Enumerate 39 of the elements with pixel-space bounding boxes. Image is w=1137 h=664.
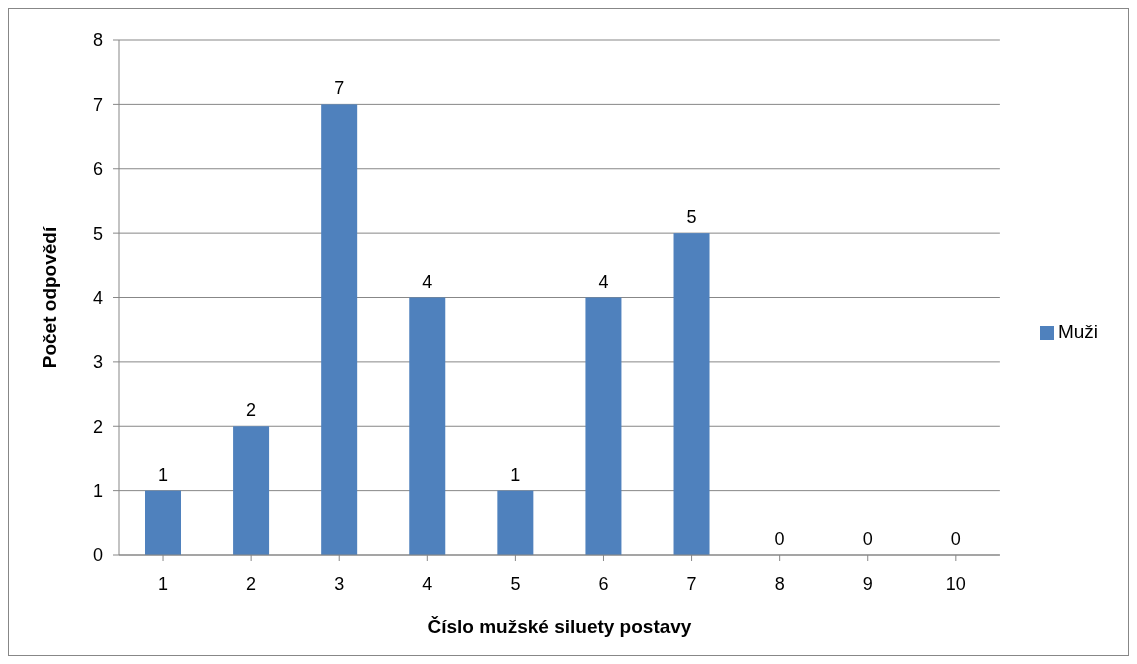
bar (321, 104, 358, 555)
data-label: 4 (598, 271, 609, 292)
y-axis-title: Počet odpovědí (38, 226, 60, 369)
x-tick-label: 5 (510, 573, 521, 594)
x-tick-label: 7 (686, 573, 697, 594)
y-tick-label: 7 (92, 94, 103, 115)
x-tick-label: 1 (158, 573, 169, 594)
x-tick-label: 6 (598, 573, 609, 594)
bar (497, 490, 534, 555)
x-tick-label: 2 (246, 573, 257, 594)
x-tick-label: 9 (862, 573, 873, 594)
y-tick-label: 4 (92, 287, 103, 308)
bar (409, 297, 446, 555)
data-label: 4 (422, 271, 433, 292)
data-label: 0 (950, 529, 961, 549)
x-tick-label: 4 (422, 573, 433, 594)
data-label: 7 (334, 78, 345, 99)
data-label: 5 (686, 207, 697, 228)
y-tick-label: 0 (92, 545, 103, 566)
y-tick-label: 1 (92, 481, 103, 502)
x-tick-label: 10 (945, 573, 966, 594)
bar (145, 490, 181, 555)
y-tick-label: 2 (92, 416, 103, 437)
data-label: 0 (774, 529, 785, 549)
legend-label: Muži (1057, 321, 1098, 342)
x-tick-label: 3 (334, 573, 345, 594)
y-tick-label: 5 (92, 223, 103, 244)
y-tick-label: 3 (92, 352, 103, 373)
bar (673, 233, 710, 555)
data-label: 1 (510, 464, 521, 485)
data-label: 0 (862, 529, 873, 549)
x-tick-label: 8 (774, 573, 785, 594)
bar (233, 426, 270, 555)
y-tick-label: 6 (92, 159, 103, 180)
bar (585, 297, 622, 555)
data-label: 2 (246, 400, 257, 421)
data-label: 1 (157, 464, 169, 485)
y-tick-label: 8 (92, 30, 103, 51)
x-axis-title: Číslo mužské siluety postavy (427, 616, 692, 638)
